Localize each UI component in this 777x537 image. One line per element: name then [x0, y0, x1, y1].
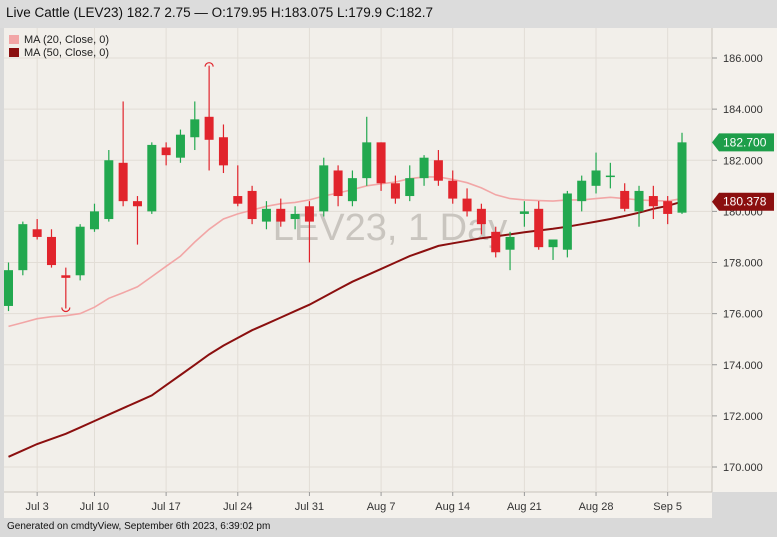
price-label: 180.378 [723, 195, 767, 209]
x-tick-label: Jul 10 [80, 501, 109, 513]
candle-body [577, 180, 587, 202]
candle-body [32, 229, 42, 237]
x-tick-label: Jul 17 [151, 501, 180, 513]
candle-body [218, 137, 228, 166]
candle-body [376, 142, 386, 184]
x-tick-label: Jul 31 [295, 501, 324, 513]
candle-body [304, 206, 314, 222]
x-tick-label: Aug 14 [435, 501, 470, 513]
x-tick-label: Jul 3 [26, 501, 49, 513]
y-tick-label: 172.000 [723, 411, 763, 423]
candle-body [75, 226, 85, 276]
y-tick-label: 184.000 [723, 104, 763, 116]
price-label-bg [712, 192, 774, 211]
y-tick-label: 176.000 [723, 309, 763, 321]
legend-label: MA (50, Close, 0) [24, 47, 109, 59]
candle-body [519, 211, 529, 214]
candle-body [46, 236, 56, 266]
candle-body [562, 193, 572, 250]
candle-body [620, 190, 630, 209]
candle-body [204, 116, 214, 140]
candle-body [419, 157, 429, 179]
candle-body [333, 170, 343, 197]
price-label-bg [712, 133, 774, 152]
y-tick-label: 178.000 [723, 258, 763, 270]
price-chart[interactable]: 170.000172.000174.000176.000178.000180.0… [0, 28, 777, 518]
candle-body [505, 236, 515, 250]
price-label: 182.700 [723, 135, 767, 149]
candle-body [534, 208, 544, 248]
y-tick-label: 186.000 [723, 53, 763, 65]
legend-label: MA (20, Close, 0) [24, 34, 109, 46]
footer: Generated on cmdtyView, September 6th 20… [0, 518, 777, 537]
title-bar: Live Cattle (LEV23) 182.7 2.75 — O:179.9… [0, 0, 777, 29]
candle-body [591, 170, 601, 186]
candle-body [548, 239, 558, 248]
candle-body [634, 190, 644, 212]
y-tick-label: 182.000 [723, 155, 763, 167]
candle-body [290, 213, 300, 220]
chart-title: Live Cattle (LEV23) 182.7 2.75 — O:179.9… [6, 5, 434, 20]
candle-body [132, 201, 142, 207]
candle-body [448, 180, 458, 199]
candle-body [118, 162, 128, 202]
candle-body [319, 165, 329, 212]
candle-body [476, 208, 486, 225]
candle-body [190, 119, 200, 138]
x-axis-area [4, 492, 712, 518]
candle-body [276, 208, 286, 222]
candle-body [61, 275, 71, 278]
candle-body [233, 196, 243, 204]
candle-body [677, 142, 687, 213]
candle-body [362, 142, 372, 179]
x-tick-label: Aug 21 [507, 501, 542, 513]
candle-body [18, 224, 28, 271]
generated-text: Generated on cmdtyView, September 6th 20… [7, 521, 271, 532]
candle-body [491, 231, 501, 253]
candle-body [347, 178, 357, 202]
candle-body [147, 144, 157, 212]
x-tick-label: Jul 24 [223, 501, 252, 513]
candle-body [462, 198, 472, 212]
candle-body [104, 160, 114, 220]
y-tick-label: 170.000 [723, 462, 763, 474]
candle-body [433, 160, 443, 181]
candle-body [405, 178, 415, 197]
y-tick-label: 174.000 [723, 360, 763, 372]
swing-low-marker [61, 307, 71, 313]
y-axis-area [712, 28, 777, 492]
candle-body [4, 270, 13, 306]
legend-swatch [9, 48, 19, 57]
x-tick-label: Aug 28 [579, 501, 614, 513]
candle-body [605, 175, 615, 178]
candle-body [663, 201, 673, 214]
swing-high-marker [204, 62, 214, 67]
candle-body [390, 183, 400, 199]
legend-swatch [9, 35, 19, 44]
candle-body [175, 134, 185, 158]
candle-body [648, 196, 658, 207]
x-tick-label: Sep 5 [653, 501, 682, 513]
candle-body [89, 211, 99, 230]
x-tick-label: Aug 7 [367, 501, 396, 513]
candle-body [161, 147, 171, 156]
plot-area [4, 28, 712, 492]
candle-body [247, 190, 257, 220]
candle-body [261, 208, 271, 222]
